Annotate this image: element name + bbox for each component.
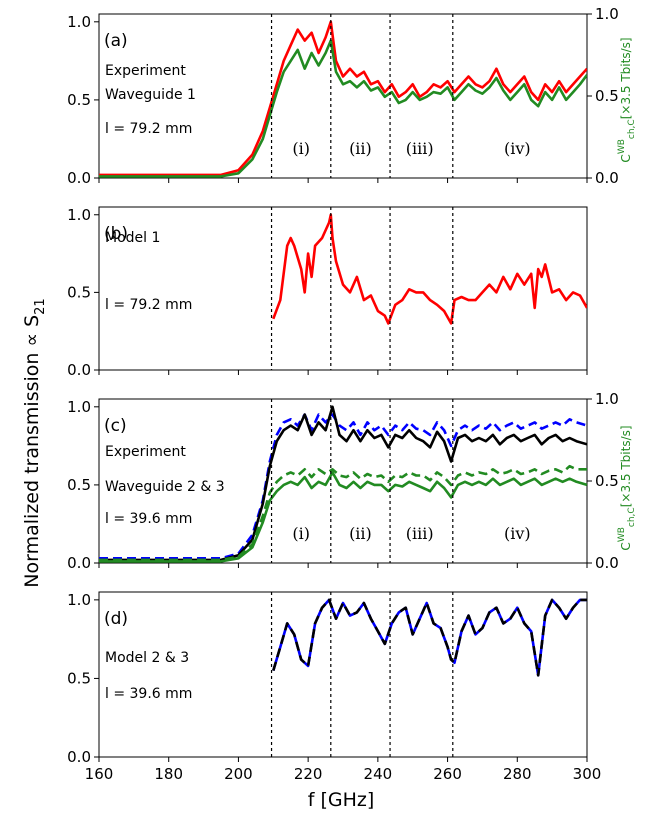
y-tick-label: 0.5 [67,669,91,687]
right-y-tick-label: 1.0 [595,5,619,23]
right-axis-label-bottom: CWBch,C[×3.5 Tbits/s] [617,425,637,550]
panel-label: (d) [104,609,128,629]
y-tick-label: 0.0 [67,169,91,187]
y-tick-label: 0.0 [67,748,91,766]
x-tick-label: 280 [503,765,532,783]
panel-4: 160 180 200 220 240 260 280 300 0.0 0.5 1.0 (d) Mode… [67,591,601,783]
region-label: (iii) [406,524,434,543]
panel-1: 0.0 0.5 1.0 0.0 0.5 1.0 (a) Experiment Waveguide… [67,5,619,187]
series-line-2 [99,405,587,562]
panel-annotation: l = 39.6 mm [105,511,192,527]
plot-frame [98,206,588,371]
x-tick-label: 300 [573,765,602,783]
series-line-1 [272,213,587,325]
right-y-tick-label: 0.5 [595,87,619,105]
panel-annotation: Experiment [105,444,186,460]
y-axis-label-sub: 21 [33,298,48,315]
right-axis-label-top: CWBch,C[×3.5 Tbits/s] [617,37,637,162]
plot-frame [98,591,588,758]
y-tick-label: 0.0 [67,554,91,572]
region-label: (i) [292,524,310,543]
y-tick-label: 1.0 [67,398,91,416]
panel-annotation: Model 2 & 3 [105,650,189,666]
series-group [99,20,587,178]
y-tick-label: 0.5 [67,91,91,109]
region-label: (ii) [349,139,372,158]
x-tick-label: 160 [85,765,114,783]
panel-label: (b) [104,224,128,244]
panel-annotation: Experiment [105,63,186,79]
panel-annotation: Waveguide 2 & 3 [105,479,225,495]
panel-3: 0.0 0.5 1.0 0.0 0.5 1.0 (c) Experiment Waveguide… [67,390,619,572]
series-group [99,405,587,563]
panel-annotation: l = 79.2 mm [105,121,192,137]
region-label: (iv) [504,139,531,158]
series-line-2 [272,598,587,677]
panel-annotation: l = 79.2 mm [105,297,192,313]
y-axis-label: Normalized transmission ∝ S21 [21,298,48,587]
y-tick-label: 1.0 [67,13,91,31]
region-label: (iv) [504,524,531,543]
y-tick-label: 0.0 [67,361,91,379]
series-group [272,213,587,325]
region-label: (iii) [406,139,434,158]
right-y-tick-label: 0.0 [595,554,619,572]
x-tick-label: 240 [364,765,393,783]
right-y-tick-label: 1.0 [595,390,619,408]
panel-annotation: Waveguide 1 [105,87,196,103]
x-tick-label: 260 [433,765,462,783]
region-label: (i) [292,139,310,158]
series-line-3 [99,464,587,562]
x-axis-label: f [GHz] [308,789,375,811]
panel-annotation: Model 1 [105,230,160,246]
x-tick-label: 180 [154,765,183,783]
region-label: (ii) [349,524,372,543]
panel-label: (a) [104,31,128,51]
panel-2: 0.0 0.5 1.0 (b)Model 1 l = 79.2 mm [67,206,588,379]
x-tick-label: 200 [224,765,253,783]
x-tick-label: 220 [294,765,323,783]
series-line-2 [99,39,587,178]
y-tick-label: 1.0 [67,591,91,609]
right-y-tick-label: 0.0 [595,169,619,187]
series-line-4 [99,471,587,563]
series-group [272,598,587,677]
y-tick-label: 0.5 [67,283,91,301]
right-y-tick-label: 0.5 [595,472,619,490]
panel-annotation: l = 39.6 mm [105,686,192,702]
y-tick-label: 1.0 [67,206,91,224]
y-tick-label: 0.5 [67,476,91,494]
panel-label: (c) [104,416,127,436]
series-line-1 [99,20,587,177]
